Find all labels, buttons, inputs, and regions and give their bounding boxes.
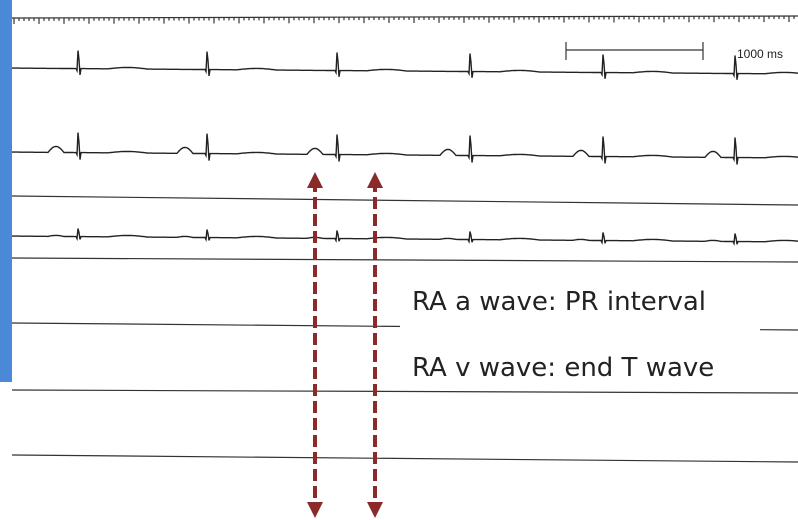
ruler	[11, 15, 798, 24]
arrows	[307, 172, 383, 518]
traces	[12, 50, 798, 246]
annotation: RA v wave: end T wave	[412, 353, 714, 383]
ecg-trace	[12, 50, 798, 80]
annotation-box	[400, 272, 760, 384]
scale-bar	[565, 42, 704, 60]
annotation: RA a wave: PR interval	[412, 287, 706, 317]
ecg-trace	[12, 228, 798, 246]
scale-label: 1000 ms	[737, 47, 783, 61]
ecg-trace	[12, 132, 798, 165]
side-bar	[0, 0, 12, 382]
